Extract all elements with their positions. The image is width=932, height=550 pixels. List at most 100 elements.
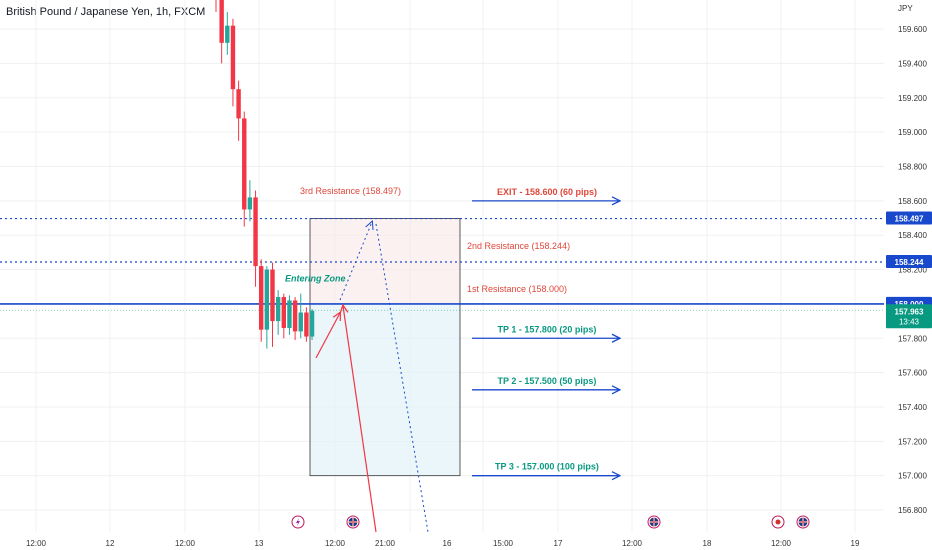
y-tick-label: 157.400: [898, 403, 927, 412]
take-profit-target: TP 1 - 157.800 (20 pips): [472, 324, 620, 338]
uk-flag-icon[interactable]: [346, 515, 360, 529]
x-tick-label: 12: [106, 539, 115, 548]
candle: [215, 0, 217, 12]
level-tag-box: [886, 255, 932, 268]
candle-body: [264, 269, 270, 330]
candle-body: [281, 297, 286, 328]
axis-currency: JPY: [898, 4, 913, 13]
lightning-icon[interactable]: [291, 515, 305, 529]
x-tick-label: 19: [851, 539, 860, 548]
candle-body: [225, 25, 230, 43]
candle: [309, 309, 315, 340]
candle-body: [309, 310, 315, 337]
candle: [242, 111, 247, 227]
y-tick-label: 157.200: [898, 437, 927, 446]
candle-body: [219, 0, 224, 43]
candle: [230, 18, 236, 107]
y-tick-label: 157.800: [898, 334, 927, 343]
x-tick-label: 12:00: [771, 539, 792, 548]
entry-zone: [309, 303, 461, 477]
y-tick-label: 159.600: [898, 25, 927, 34]
candle: [298, 293, 303, 339]
red-path-line: [343, 306, 377, 533]
candle-body: [236, 89, 241, 119]
x-tick-label: 17: [554, 539, 563, 548]
level-tag: 158.244: [886, 255, 932, 268]
candle-body: [298, 312, 303, 332]
y-tick-label: 157.600: [898, 369, 927, 378]
y-tick-label: 158.600: [898, 197, 927, 206]
target-label: TP 2 - 157.500 (50 pips): [498, 376, 597, 386]
candle-body: [275, 297, 281, 322]
x-tick-label: 15:00: [493, 539, 514, 548]
y-axis: JPY 159.600 159.400 159.200 159.000 158.800 15…: [886, 4, 932, 515]
y-tick-label: 158.800: [898, 162, 927, 171]
candle-body: [247, 197, 253, 210]
candle: [225, 11, 230, 55]
x-tick-label: 18: [703, 539, 712, 548]
candle: [219, 0, 224, 64]
candle-body: [292, 300, 298, 332]
y-tick-label: 159.400: [898, 59, 927, 68]
level-tag-text: 158.497: [895, 215, 924, 224]
candle: [281, 293, 286, 339]
entering-zone-label: Entering Zone: [285, 274, 346, 284]
current-price-box: [886, 304, 932, 329]
level-tag-box: [886, 211, 932, 225]
candle: [259, 259, 264, 342]
candle: [287, 295, 292, 335]
level-tag-text: 158.244: [895, 258, 924, 267]
x-tick-label: 12:00: [622, 539, 643, 548]
dotted-up-arrow: [339, 222, 372, 301]
events: [291, 515, 810, 529]
x-tick-label: 16: [443, 539, 452, 548]
candle: [270, 262, 275, 347]
candle-body: [270, 269, 275, 322]
candle-body: [304, 312, 309, 337]
second-resistance-label: 2nd Resistance (158.244): [467, 241, 570, 251]
x-tick-label: 12:00: [175, 539, 196, 548]
target-label: EXIT - 158.600 (60 pips): [497, 187, 597, 197]
x-tick-label: 12:00: [26, 539, 47, 548]
uk-flag-icon[interactable]: [647, 515, 661, 529]
x-tick-label: 12:00: [325, 539, 346, 548]
candles: [215, 0, 315, 349]
candle: [253, 190, 258, 287]
candle-body: [259, 266, 264, 330]
candle-body: [242, 118, 247, 210]
third-resistance-label: 3rd Resistance (158.497): [300, 186, 401, 196]
target-label: TP 1 - 157.800 (20 pips): [498, 324, 597, 334]
candle: [264, 266, 270, 349]
candle: [304, 307, 309, 342]
candle-body: [253, 197, 258, 267]
y-tick-label: 159.000: [898, 128, 927, 137]
candle: [236, 80, 241, 141]
uk-flag-icon[interactable]: [796, 515, 810, 529]
x-axis: 12:00 12 12:00 13 12:00 21:00 16 15:00 17 12:00 18…: [26, 539, 860, 548]
candle: [247, 180, 253, 222]
red-upward-arrow: [315, 313, 340, 359]
dotted-down-path: [375, 223, 429, 533]
y-tick-label: 159.200: [898, 94, 927, 103]
y-tick-label: 157.000: [898, 472, 927, 481]
candle-body: [287, 300, 292, 328]
resistance-zone: [309, 218, 461, 305]
take-profit-target: TP 2 - 157.500 (50 pips): [472, 376, 620, 390]
target-label: TP 3 - 157.000 (100 pips): [495, 462, 599, 472]
record-icon[interactable]: [771, 515, 785, 529]
current-price-text: 157.963: [895, 307, 924, 316]
level-tag: 158.497: [886, 211, 932, 225]
x-tick-label: 21:00: [375, 539, 396, 548]
y-tick-label: 158.200: [898, 266, 927, 275]
take-profit-target: TP 3 - 157.000 (100 pips): [472, 462, 620, 476]
candle: [292, 297, 298, 340]
candle: [275, 290, 281, 335]
exit-target: EXIT - 158.600 (60 pips): [472, 187, 620, 201]
y-tick-label: 158.400: [898, 231, 927, 240]
candle-body: [230, 25, 236, 90]
chart-title: British Pound / Japanese Yen, 1h, FXCM: [6, 6, 206, 18]
first-resistance-label: 1st Resistance (158.000): [467, 284, 567, 294]
